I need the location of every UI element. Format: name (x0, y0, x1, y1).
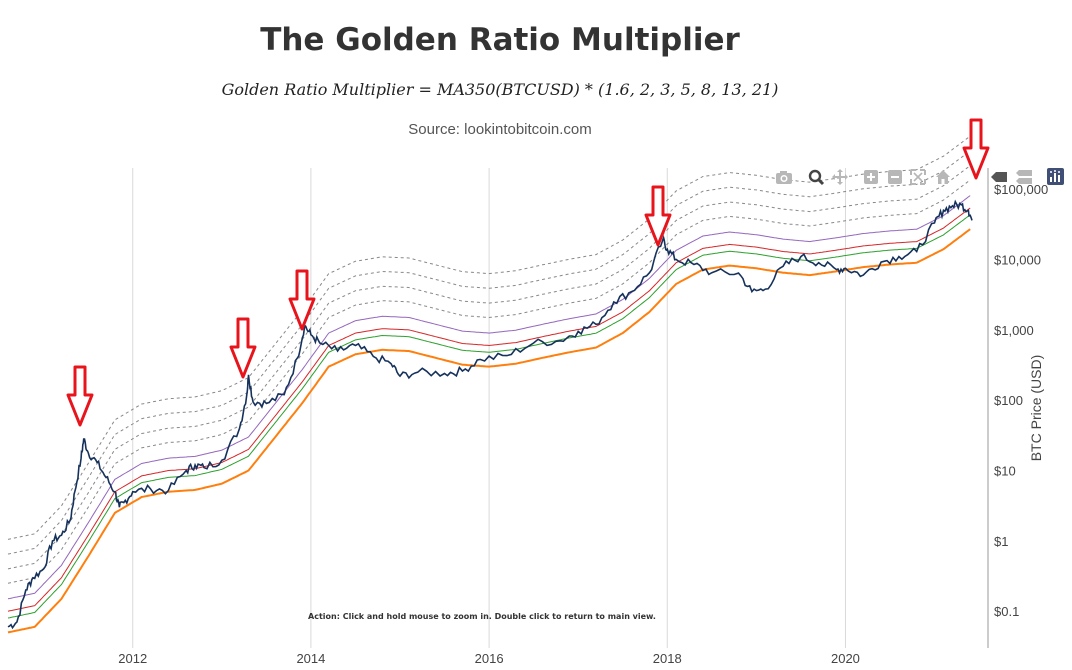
y-tick-label: $10 (994, 464, 1016, 479)
plotly-logo-icon[interactable] (1047, 168, 1064, 185)
source-caption: Source: lookintobitcoin.com (408, 121, 592, 138)
x-tick-label: 2012 (118, 651, 147, 666)
x-tick-label: 2016 (475, 651, 504, 666)
y-tick-label: $100 (994, 393, 1023, 408)
x-axis: 2012 2014 2016 2018 2020 (118, 651, 860, 666)
peak-arrow (288, 269, 316, 331)
peak-arrow (229, 317, 257, 379)
plot-area[interactable] (8, 168, 988, 648)
zoom-hint: Action: Click and hold mouse to zoom in.… (308, 612, 656, 621)
multiplier-line-x1_6 (7, 214, 971, 619)
peak-arrow (644, 185, 672, 247)
price-series (7, 199, 973, 630)
y-axis-title: BTC Price (USD) (1028, 355, 1044, 462)
gridlines (132, 168, 846, 648)
ma350-line (7, 228, 971, 634)
multiplier-line-x3 (7, 195, 971, 600)
multiplier-line-x21 (7, 135, 971, 540)
y-tick-label: $100,000 (994, 182, 1048, 197)
multiplier-bands (7, 135, 971, 634)
zoom-out-icon[interactable] (888, 170, 902, 184)
multiplier-line-x13 (7, 150, 971, 555)
chart-title: The Golden Ratio Multiplier (260, 22, 740, 58)
y-tick-label: $0.1 (994, 604, 1019, 619)
autoscale-icon[interactable] (910, 169, 926, 185)
x-tick-label: 2020 (831, 651, 860, 666)
multiplier-line-x5 (7, 179, 971, 584)
peak-arrow (962, 118, 990, 180)
modebar[interactable] (776, 168, 1064, 186)
peak-arrow (66, 365, 94, 427)
camera-icon[interactable] (776, 171, 792, 184)
pan-icon[interactable] (832, 169, 848, 185)
y-axis: $0.1 $1 $10 $100 $1,000 $10,000 $100,000 (994, 182, 1048, 619)
x-tick-label: 2014 (296, 651, 325, 666)
y-tick-label: $10,000 (994, 253, 1041, 268)
hover-compare-icon[interactable] (1016, 170, 1032, 184)
x-tick-label: 2018 (653, 651, 682, 666)
multiplier-line-x8 (7, 165, 971, 570)
zoom-in-icon[interactable] (864, 170, 878, 184)
home-icon[interactable] (936, 170, 950, 184)
zoom-icon[interactable] (808, 169, 825, 186)
y-tick-label: $1 (994, 534, 1008, 549)
peak-arrows (66, 118, 990, 427)
formula: Golden Ratio Multiplier = MA350(BTCUSD) … (221, 80, 779, 99)
hover-closest-icon[interactable] (991, 172, 1007, 182)
multiplier-line-x2 (7, 207, 971, 612)
btc-price-line (7, 199, 973, 630)
y-tick-label: $1,000 (994, 323, 1034, 338)
